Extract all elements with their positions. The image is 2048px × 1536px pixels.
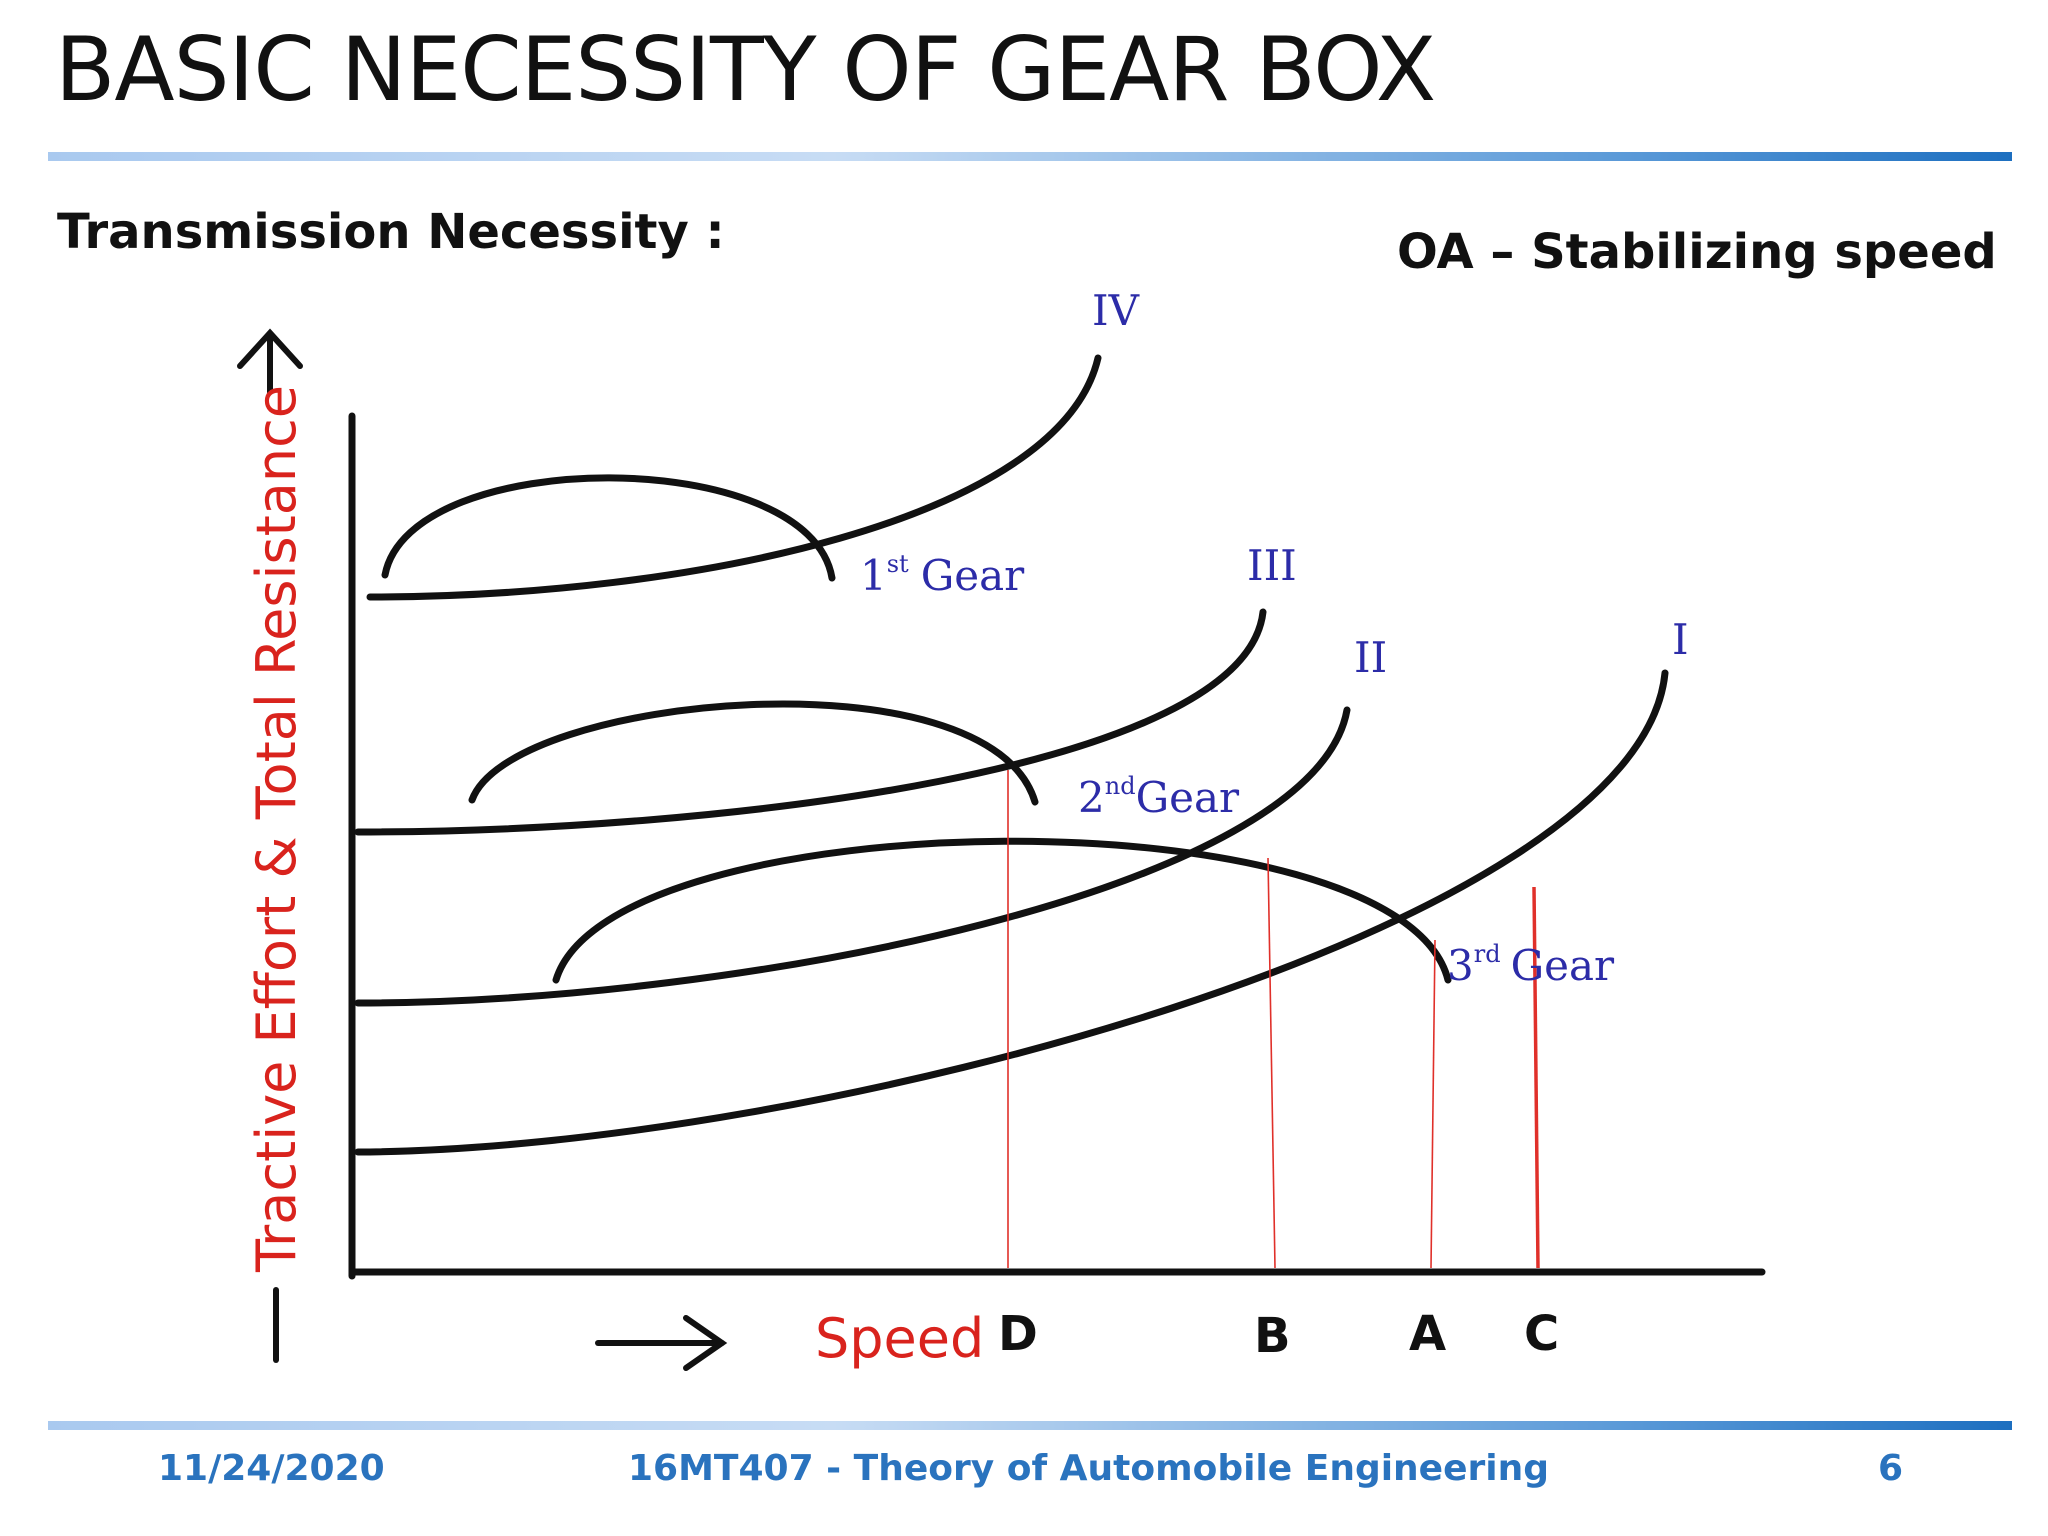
footer-date: 11/24/2020 [158, 1448, 385, 1489]
gear-label-2nd-word: Gear [1136, 773, 1240, 822]
gear-label-1st-num: 1 [860, 551, 887, 600]
gear-label-1st-sup: st [887, 550, 909, 578]
resistance-curve-ii [354, 706, 1351, 1007]
speed-point-d: D [998, 1306, 1038, 1362]
curve-label-iii: III [1247, 541, 1297, 590]
gear-label-3rd: 3rd Gear [1447, 940, 1615, 990]
x-arrow-icon [595, 1315, 728, 1371]
speed-point-a: A [1409, 1306, 1446, 1362]
gear-label-1st: 1st Gear [860, 550, 1025, 600]
gear-label-2nd-num: 2 [1078, 773, 1105, 822]
x-axis-label: Speed [815, 1307, 984, 1370]
slide-title: BASIC NECESSITY OF GEAR BOX [55, 18, 1436, 121]
y-arrow-icon [237, 328, 303, 1363]
title-divider [48, 152, 2012, 161]
gear-label-3rd-sup: rd [1474, 940, 1501, 968]
gear-curve-1st [381, 474, 836, 582]
gear-label-2nd: 2ndGear [1078, 772, 1240, 822]
speed-point-c: C [1524, 1306, 1559, 1362]
gear-label-3rd-num: 3 [1447, 941, 1474, 990]
marker-line-a [1430, 939, 1436, 1269]
gear-label-2nd-sup: nd [1105, 772, 1136, 800]
footer-course: 16MT407 - Theory of Automobile Engineeri… [628, 1448, 1550, 1489]
speed-point-b: B [1254, 1308, 1291, 1364]
resistance-curve-i [354, 669, 1669, 1156]
gear-curve-3rd [552, 837, 1452, 984]
resistance-curve-iii [354, 608, 1267, 836]
marker-line-c [1532, 886, 1540, 1269]
curve-label-i: I [1672, 615, 1689, 664]
footer-divider [48, 1421, 2012, 1430]
gear-curve-2nd [468, 700, 1039, 806]
resistance-curve-iv [366, 354, 1102, 601]
curve-label-ii: II [1354, 633, 1387, 682]
subtitle-left: Transmission Necessity : [57, 204, 725, 260]
y-axis-label: Tractive Effort & Total Resistance [245, 385, 308, 1273]
subtitle-right: OA – Stabilizing speed [1397, 224, 1997, 280]
curve-label-iv: IV [1092, 286, 1140, 335]
gear-label-1st-word: Gear [921, 551, 1025, 600]
footer-page-number: 6 [1878, 1448, 1904, 1489]
axes [348, 412, 1766, 1280]
marker-line-b [1267, 857, 1276, 1269]
gear-label-3rd-word: Gear [1511, 941, 1615, 990]
